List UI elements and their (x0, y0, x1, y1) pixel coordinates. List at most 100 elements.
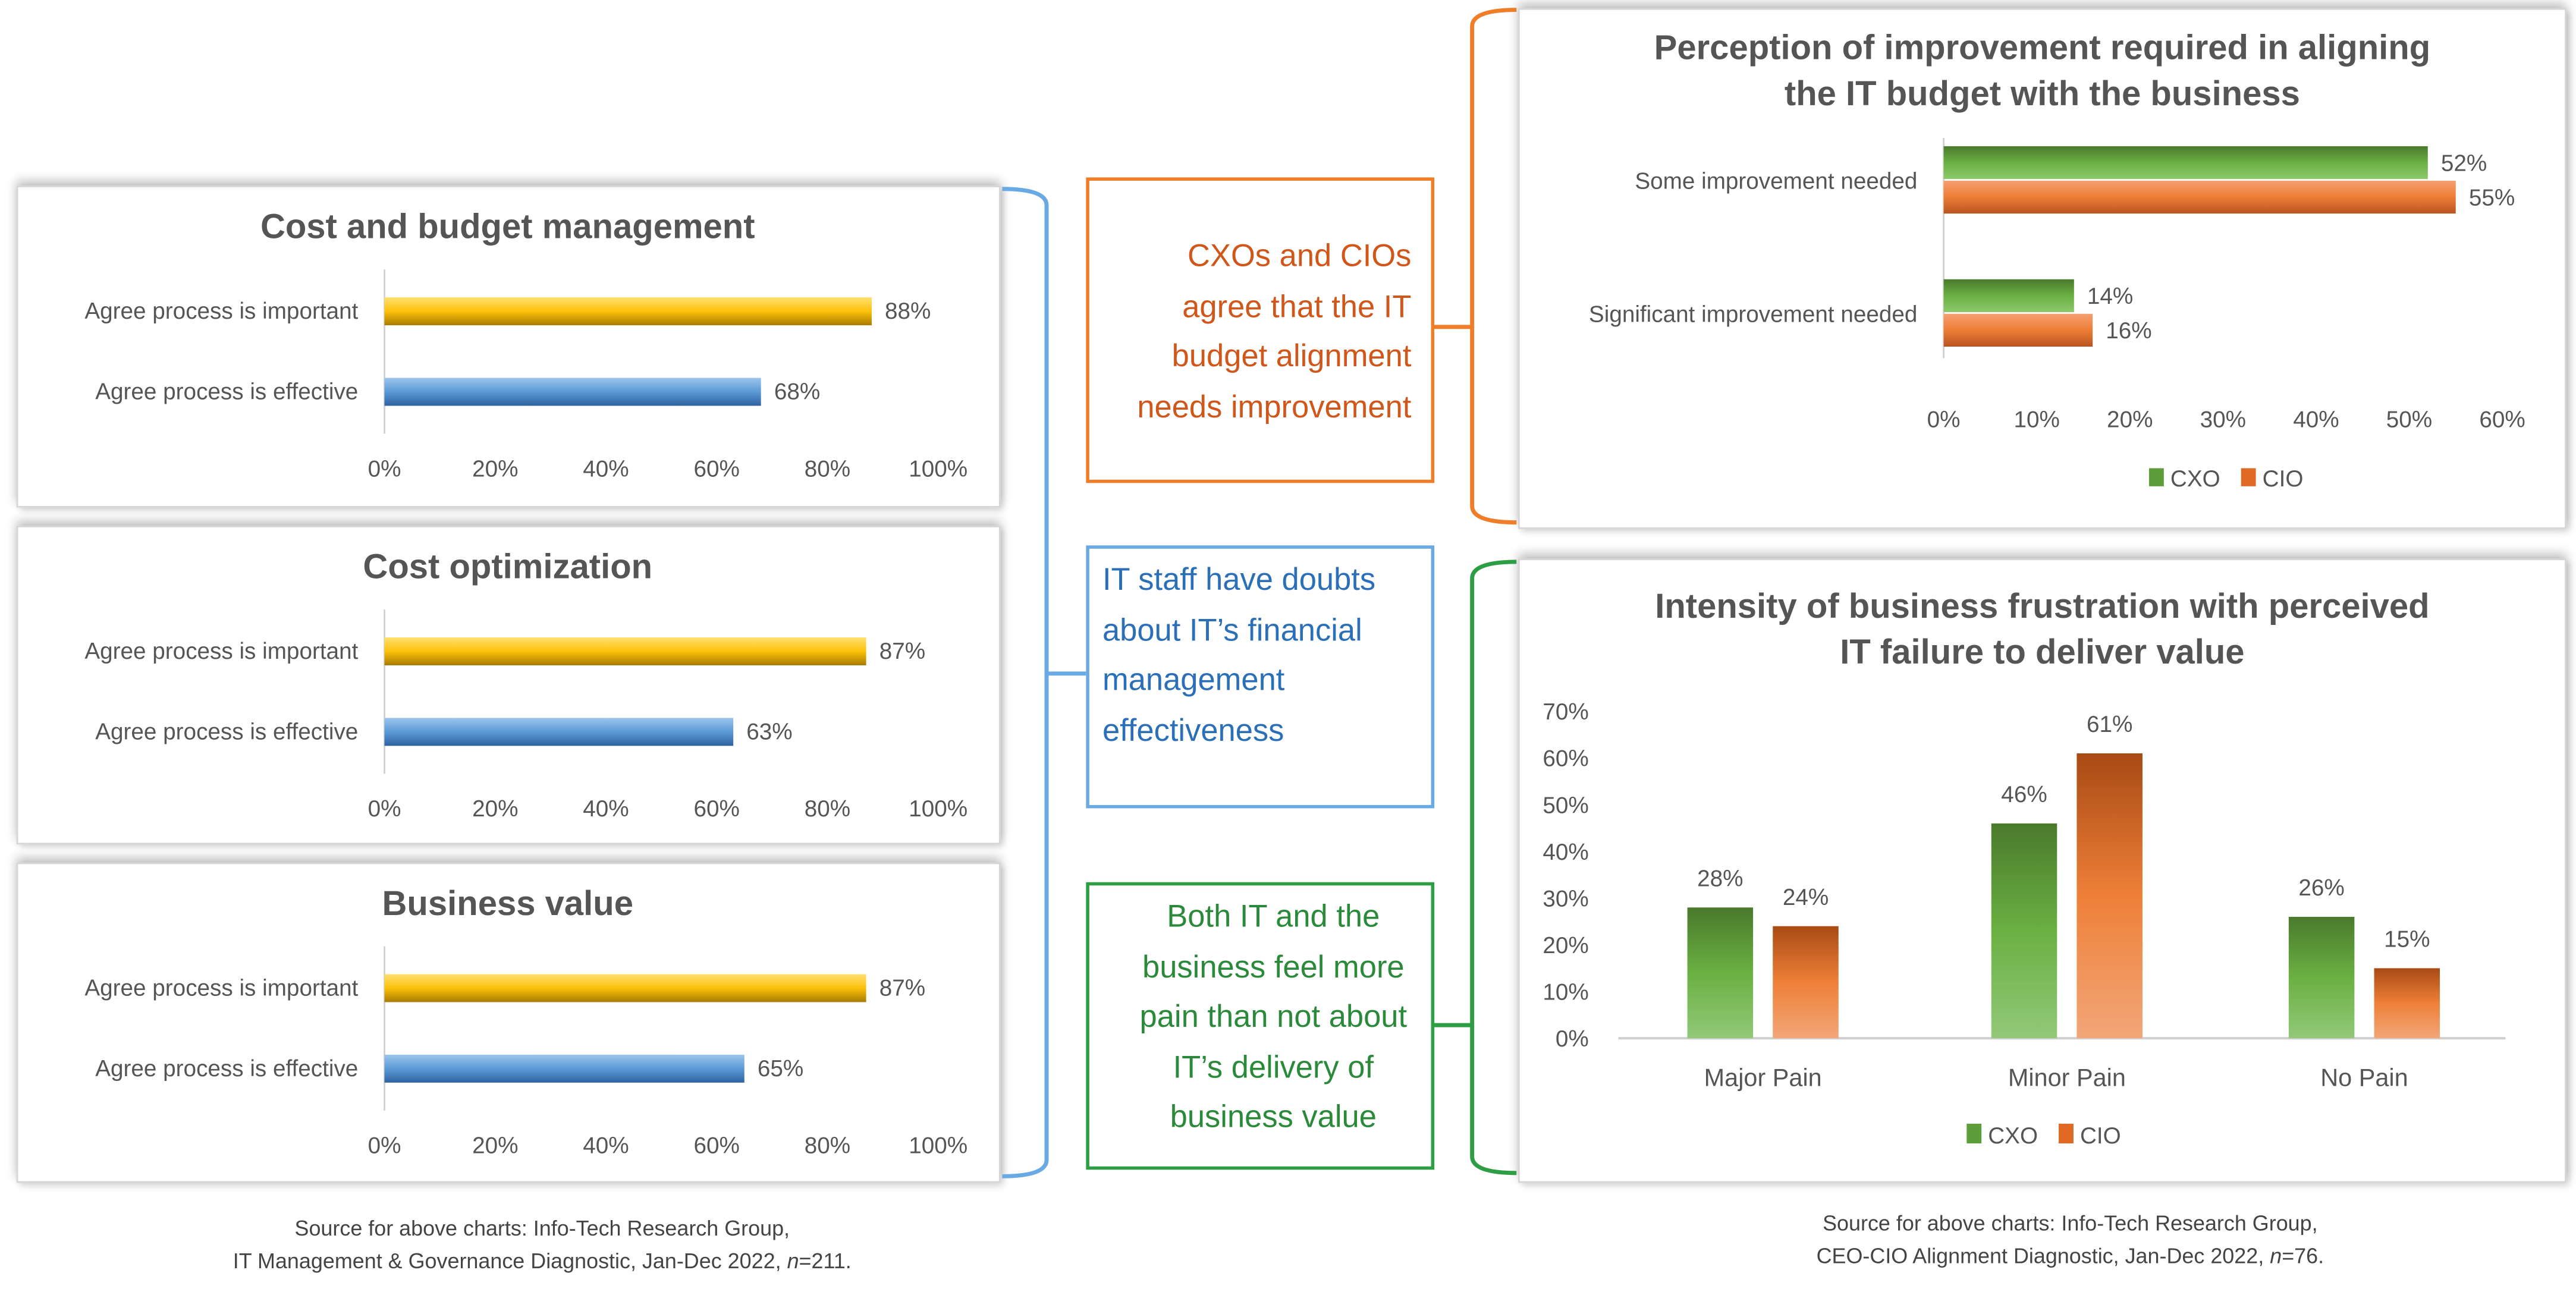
category-label: Agree process is important (84, 639, 358, 664)
bar-important (384, 297, 872, 326)
category-label: Significant improvement needed (1589, 302, 1917, 328)
bar-cio (2374, 968, 2440, 1039)
bar-cio (1773, 926, 1839, 1039)
chart-svg: Business value Agree process is important… (84, 884, 967, 1159)
x-tick-label: 40% (583, 796, 629, 822)
legend-swatch-cio (2059, 1123, 2074, 1144)
data-label: 14% (2087, 284, 2133, 309)
category-label: No Pain (2320, 1063, 2408, 1091)
x-tick-label: 20% (472, 796, 518, 822)
category-label: Minor Pain (2008, 1063, 2126, 1091)
source-left-line2: IT Management & Governance Diagnostic, J… (148, 1245, 937, 1278)
callout-pain: Both IT and the business feel more pain … (1086, 882, 1435, 1170)
x-tick-label: 100% (909, 796, 967, 822)
category-label: Agree process is important (84, 298, 358, 324)
chart-business-frustration: Intensity of business frustration with p… (1518, 558, 2566, 1183)
y-tick-label: 10% (1543, 979, 1588, 1005)
y-tick-label: 20% (1543, 933, 1588, 958)
x-tick-label: 60% (694, 456, 740, 482)
x-tick-label: 0% (1927, 407, 1961, 432)
legend-swatch-cio (2241, 468, 2256, 486)
data-label: 63% (746, 719, 792, 744)
chart-svg: Cost optimization Agree process is import… (84, 548, 967, 822)
source-left-n-value: =211. (799, 1248, 852, 1274)
x-tick-label: 80% (805, 456, 850, 482)
bar-cxo (1991, 823, 2057, 1039)
data-label: 88% (885, 298, 931, 324)
y-tick-label: 0% (1556, 1026, 1589, 1052)
green-bracket (1432, 560, 1517, 1175)
x-tick-label: 40% (583, 1133, 629, 1159)
x-tick-label: 0% (368, 456, 401, 482)
bar-cio (1943, 180, 2456, 214)
category-label: Some improvement needed (1635, 169, 1917, 194)
chart-title: Cost and budget management (260, 208, 755, 246)
x-tick-label: 30% (2200, 407, 2246, 432)
category-label: Major Pain (1704, 1063, 1822, 1091)
data-label: 16% (2106, 318, 2151, 344)
source-left-line1: Source for above charts: Info-Tech Resea… (294, 1215, 790, 1241)
category-label: Agree process is important (84, 975, 358, 1001)
bar-effective (384, 718, 734, 746)
x-tick-label: 40% (2293, 407, 2339, 432)
category-label: Agree process is effective (95, 379, 358, 404)
chart-cost-budget-management: Cost and budget management Agree process … (16, 186, 1001, 508)
source-right-line1: Source for above charts: Info-Tech Resea… (1823, 1211, 2318, 1236)
x-tick-label: 60% (694, 1133, 740, 1159)
source-right-text: CEO-CIO Alignment Diagnostic, Jan-Dec 20… (1816, 1243, 2270, 1269)
category-label: Agree process is effective (95, 1056, 358, 1082)
data-label: 52% (2441, 150, 2487, 176)
chart-title: Business value (382, 884, 633, 923)
x-tick-label: 10% (2013, 407, 2059, 432)
source-right-n-value: =76. (2282, 1243, 2324, 1269)
bar-cxo (1687, 907, 1754, 1039)
data-label: 87% (879, 975, 925, 1001)
bar-cio (2076, 753, 2143, 1039)
x-tick-label: 80% (805, 1133, 850, 1159)
y-tick-label: 30% (1543, 886, 1588, 911)
data-label: 68% (774, 379, 820, 404)
bar-cxo (1943, 146, 2428, 180)
chart-svg: Cost and budget management Agree process … (84, 208, 967, 482)
category-label: Agree process is effective (95, 719, 358, 744)
bar-effective (384, 378, 761, 406)
bar-important (384, 974, 866, 1002)
chart-budget-alignment-perception: Perception of improvement required in al… (1518, 8, 2566, 529)
legend-label: CIO (2263, 466, 2304, 492)
x-tick-label: 100% (909, 1133, 967, 1159)
source-right-n: n (2270, 1243, 2282, 1269)
chart-title-line: the IT budget with the business (1785, 74, 2300, 113)
chart-business-value: Business value Agree process is important… (16, 862, 1001, 1183)
y-tick-label: 70% (1543, 699, 1588, 725)
bar-important (384, 637, 866, 666)
callout-it-staff-doubts: IT staff have doubts about IT’s financia… (1086, 545, 1435, 809)
chart-cost-optimization: Cost optimization Agree process is import… (16, 526, 1001, 845)
bar-cxo (2288, 916, 2355, 1039)
chart-title-line: Intensity of business frustration with p… (1655, 587, 2429, 626)
x-tick-label: 40% (583, 456, 629, 482)
chart-title-line: Perception of improvement required in al… (1654, 28, 2431, 67)
x-tick-label: 20% (472, 456, 518, 482)
source-left: Source for above charts: Info-Tech Resea… (148, 1212, 937, 1278)
y-tick-label: 50% (1543, 793, 1588, 818)
data-label: 46% (2001, 782, 2047, 807)
data-label: 61% (2087, 712, 2132, 737)
callout-budget-alignment: CXOs and CIOs agree that the IT budget a… (1086, 177, 1435, 483)
legend-swatch-cxo (1966, 1123, 1982, 1144)
bar-cxo (1943, 279, 2074, 312)
data-label: 24% (1783, 885, 1829, 910)
legend-label: CIO (2080, 1123, 2121, 1149)
bar-effective (384, 1054, 744, 1083)
source-right: Source for above charts: Info-Tech Resea… (1676, 1208, 2464, 1274)
source-left-n: n (787, 1248, 799, 1274)
x-tick-label: 0% (368, 1133, 401, 1159)
orange-bracket (1432, 8, 1517, 525)
legend-label: CXO (1988, 1123, 2038, 1149)
x-tick-label: 100% (909, 456, 967, 482)
y-tick-label: 60% (1543, 746, 1588, 772)
legend-label: CXO (2170, 466, 2220, 492)
data-label: 15% (2384, 926, 2430, 952)
x-tick-label: 0% (368, 796, 401, 822)
chart-svg: Perception of improvement required in al… (1589, 28, 2525, 492)
